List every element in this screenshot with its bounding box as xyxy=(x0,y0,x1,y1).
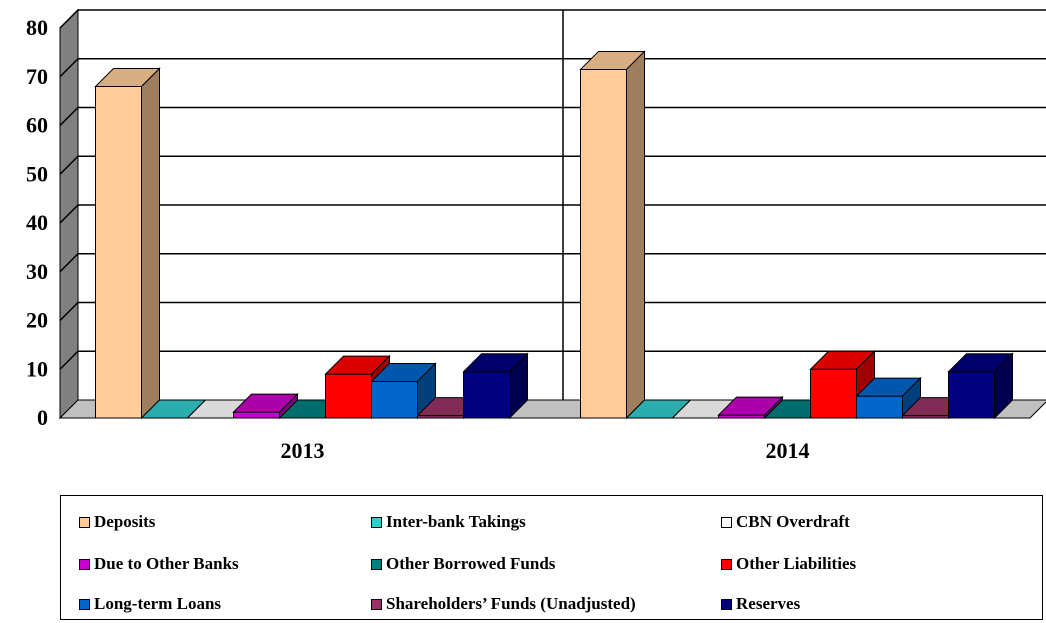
y-tick-label: 20 xyxy=(26,308,48,333)
gridline xyxy=(59,9,1046,29)
bar xyxy=(371,380,418,419)
legend-label: Other Borrowed Funds xyxy=(386,554,556,573)
legend-label: Deposits xyxy=(94,512,156,531)
bar xyxy=(810,368,857,419)
y-tick-label: 10 xyxy=(26,356,48,381)
legend-swatch xyxy=(721,558,732,570)
legend-swatch xyxy=(721,598,732,610)
y-tick-label: 40 xyxy=(26,210,48,235)
bar xyxy=(580,68,627,419)
legend-item: CBN Overdraft xyxy=(721,512,850,532)
legend-swatch xyxy=(79,558,90,570)
bar-side xyxy=(141,67,160,420)
legend-swatch xyxy=(79,598,90,610)
legend-swatch xyxy=(721,516,732,528)
y-tick-label: 60 xyxy=(26,113,48,138)
legend-swatch xyxy=(371,516,382,528)
y-tick-label: 0 xyxy=(37,405,48,430)
legend-item: Deposits xyxy=(79,512,155,532)
legend-swatch xyxy=(79,516,90,528)
bar-side xyxy=(626,50,645,420)
x-category-label: 2014 xyxy=(766,438,810,463)
gridline xyxy=(59,253,1046,273)
bar xyxy=(463,371,510,419)
chart-legend: Deposits Inter-bank Takings CBN Overdraft D… xyxy=(60,495,1043,620)
bar xyxy=(856,395,903,419)
legend-swatch xyxy=(371,558,382,570)
legend-label: Reserves xyxy=(736,594,801,613)
bar-side xyxy=(509,352,528,420)
bar xyxy=(948,371,995,419)
y-tick-label: 50 xyxy=(26,161,48,186)
legend-item: Other Borrowed Funds xyxy=(371,554,555,574)
bar-side xyxy=(994,352,1013,420)
gridline xyxy=(59,58,1046,78)
gridline xyxy=(59,155,1046,175)
y-tick-label: 80 xyxy=(26,15,48,40)
y-tick-label: 30 xyxy=(26,259,48,284)
legend-label: CBN Overdraft xyxy=(736,512,850,531)
gridline xyxy=(59,301,1046,322)
legend-item: Shareholders’ Funds (Unadjusted) xyxy=(371,594,636,614)
bar xyxy=(325,373,372,419)
gridline xyxy=(59,204,1046,224)
legend-item: Due to Other Banks xyxy=(79,554,239,574)
legend-label: Due to Other Banks xyxy=(94,554,239,573)
legend-label: Inter-bank Takings xyxy=(386,512,526,531)
bar xyxy=(233,411,280,419)
bar xyxy=(95,86,142,419)
legend-swatch xyxy=(371,598,382,610)
legend-label: Shareholders’ Funds (Unadjusted) xyxy=(386,594,636,613)
y-tick-label: 70 xyxy=(26,64,48,89)
legend-item: Other Liabilities xyxy=(721,554,856,574)
x-category-label: 2013 xyxy=(281,438,325,463)
legend-label: Long-term Loans xyxy=(94,594,222,613)
bar-chart: 0 10 20 30 40 50 60 70 80 2013 2014 xyxy=(26,8,1046,463)
legend-item: Reserves xyxy=(721,594,800,614)
gridline xyxy=(59,350,1046,370)
legend-label: Other Liabilities xyxy=(736,554,857,573)
legend-item: Inter-bank Takings xyxy=(371,512,526,532)
chart-plot: 0 10 20 30 40 50 60 70 80 2013 2014 xyxy=(26,8,1046,463)
legend-item: Long-term Loans xyxy=(79,594,221,614)
gridline xyxy=(59,106,1046,127)
